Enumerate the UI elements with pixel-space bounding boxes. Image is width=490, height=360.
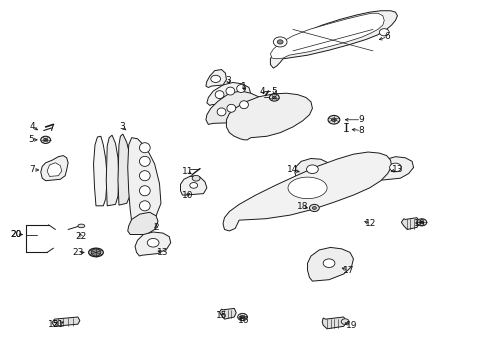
Text: 19: 19 (346, 321, 357, 330)
Ellipse shape (215, 91, 224, 99)
Polygon shape (94, 136, 107, 206)
Circle shape (272, 96, 276, 99)
Text: 14: 14 (287, 166, 298, 175)
Ellipse shape (237, 85, 245, 93)
Text: 16: 16 (238, 316, 250, 325)
Polygon shape (270, 13, 384, 59)
Text: 21: 21 (52, 320, 64, 329)
Polygon shape (118, 134, 132, 205)
Circle shape (379, 29, 389, 36)
Polygon shape (378, 157, 414, 180)
Text: 9: 9 (358, 115, 364, 124)
Text: 6: 6 (385, 32, 391, 41)
Text: 13: 13 (157, 248, 169, 257)
Circle shape (323, 259, 335, 267)
Text: 10: 10 (182, 190, 193, 199)
Circle shape (390, 163, 401, 172)
Circle shape (241, 316, 245, 319)
Ellipse shape (240, 101, 248, 109)
Text: 3: 3 (225, 76, 231, 85)
Ellipse shape (226, 87, 235, 95)
Ellipse shape (78, 224, 85, 228)
Polygon shape (206, 69, 226, 87)
Text: 17: 17 (343, 266, 354, 275)
Circle shape (192, 175, 200, 181)
Polygon shape (52, 317, 80, 326)
Ellipse shape (140, 143, 150, 153)
Polygon shape (47, 163, 62, 176)
Circle shape (310, 204, 319, 212)
Circle shape (277, 40, 283, 44)
Text: 1: 1 (241, 82, 247, 91)
Polygon shape (270, 11, 397, 68)
Text: 7: 7 (29, 166, 35, 175)
Ellipse shape (227, 104, 236, 112)
Text: 11: 11 (182, 167, 193, 176)
Ellipse shape (140, 201, 150, 211)
Ellipse shape (140, 156, 150, 166)
Text: 13: 13 (392, 166, 403, 175)
Circle shape (341, 319, 349, 324)
Ellipse shape (140, 186, 150, 196)
Text: 15: 15 (216, 311, 227, 320)
Polygon shape (223, 152, 392, 231)
Text: 3: 3 (119, 122, 125, 131)
Text: 22: 22 (75, 232, 87, 241)
Circle shape (313, 207, 317, 210)
Polygon shape (206, 91, 262, 125)
Circle shape (307, 165, 318, 174)
Text: 4: 4 (259, 86, 265, 95)
Polygon shape (41, 156, 68, 181)
Polygon shape (401, 218, 420, 229)
Polygon shape (128, 212, 158, 234)
Ellipse shape (217, 108, 226, 116)
Text: 20: 20 (11, 230, 22, 239)
Circle shape (273, 37, 287, 47)
Ellipse shape (288, 177, 327, 199)
Circle shape (147, 238, 159, 247)
Text: 4: 4 (29, 122, 35, 131)
Text: 2: 2 (153, 223, 159, 232)
Circle shape (331, 118, 336, 122)
Text: 16: 16 (414, 219, 426, 228)
Polygon shape (207, 82, 251, 105)
Text: 18: 18 (297, 202, 308, 211)
Polygon shape (135, 232, 171, 256)
Ellipse shape (89, 248, 103, 257)
Text: 5: 5 (28, 135, 34, 144)
Circle shape (420, 221, 424, 224)
Circle shape (190, 183, 197, 188)
Text: 8: 8 (358, 126, 364, 135)
Circle shape (270, 94, 279, 101)
Circle shape (91, 249, 101, 256)
Polygon shape (226, 93, 313, 140)
Text: 15: 15 (48, 320, 59, 329)
Circle shape (211, 75, 220, 82)
Polygon shape (308, 247, 353, 281)
Text: 5: 5 (271, 86, 277, 95)
Ellipse shape (140, 171, 150, 181)
Circle shape (417, 219, 427, 226)
Polygon shape (106, 135, 119, 206)
Circle shape (41, 136, 50, 143)
Polygon shape (180, 176, 207, 195)
Text: 23: 23 (72, 248, 84, 257)
Polygon shape (128, 138, 161, 221)
Polygon shape (322, 317, 346, 329)
Circle shape (44, 138, 48, 141)
Polygon shape (295, 158, 332, 181)
Circle shape (238, 314, 247, 320)
Text: 12: 12 (366, 219, 377, 228)
Polygon shape (220, 309, 236, 319)
Circle shape (328, 116, 340, 124)
Text: 20: 20 (11, 230, 22, 239)
